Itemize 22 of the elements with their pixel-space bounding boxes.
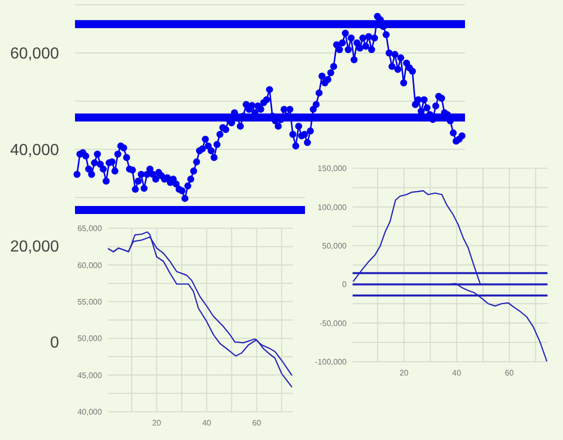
x-tick-label: 40 [202, 418, 212, 428]
x-tick-label: 60 [252, 418, 262, 428]
x-tick-label: 20 [152, 418, 162, 428]
y-tick-label: 20,000 [10, 238, 60, 256]
y-tick-label: 0 [50, 334, 60, 352]
y-tick-label: 40,000 [77, 408, 102, 416]
x-tick-label: 60 [504, 368, 514, 378]
y-tick-label: -100,000 [315, 358, 348, 366]
y-tick-label: 50,000 [77, 334, 102, 344]
y-tick-label: 100,000 [318, 202, 348, 212]
y-tick-label: -50,000 [319, 318, 348, 328]
y-tick-label: 60,000 [77, 260, 102, 270]
y-tick-label: 60,000 [10, 46, 60, 63]
y-tick-label: 65,000 [77, 224, 102, 234]
x-tick-label: 40 [452, 368, 462, 378]
y-tick-label: 40,000 [10, 142, 60, 159]
y-tick-label: 50,000 [322, 241, 348, 250]
y-tick-label: 0 [342, 280, 348, 290]
y-tick-label: 150,000 [318, 164, 348, 174]
y-tick-label: 45,000 [77, 370, 102, 380]
y-tick-label: 55,000 [77, 297, 102, 306]
x-tick-label: 20 [400, 368, 409, 378]
